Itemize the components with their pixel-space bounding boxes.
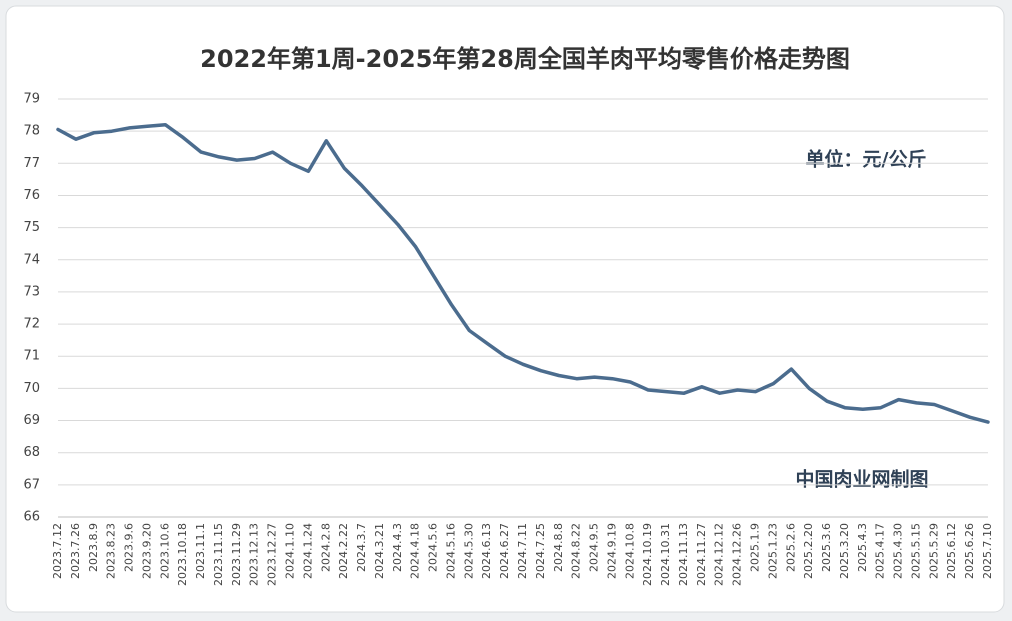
x-tick-label: 2024.3.21 [373,523,386,579]
x-tick-label: 2025.7.10 [981,523,994,579]
x-tick-label: 2023.12.13 [248,523,261,586]
x-tick-label: 2023.9.6 [123,523,136,572]
y-tick-label: 75 [23,220,40,235]
x-tick-label: 2024.5.16 [444,523,457,579]
x-tick-label: 2024.11.13 [677,523,690,586]
x-tick-label: 2025.4.17 [874,523,887,579]
x-tick-label: 2024.6.13 [480,523,493,579]
source-note: 中国肉业网制图 [795,468,928,491]
x-tick-label: 2025.5.15 [909,523,922,579]
x-tick-label: 2024.10.19 [641,523,654,586]
x-tick-label: 2025.4.30 [892,523,905,579]
y-tick-label: 67 [23,477,40,492]
x-tick-label: 2025.6.26 [963,523,976,579]
y-tick-label: 73 [23,284,40,299]
x-tick-label: 2024.2.22 [337,523,350,579]
x-tick-label: 2023.7.26 [69,523,82,579]
y-tick-label: 77 [23,156,40,171]
x-tick-label: 2024.3.7 [355,523,368,572]
x-tick-label: 2024.2.8 [319,523,332,572]
x-tick-label: 2024.8.8 [552,523,565,572]
chart-frame [5,5,1005,613]
x-tick-label: 2024.7.11 [516,523,529,579]
y-tick-label: 74 [23,252,40,267]
y-tick-label: 69 [23,413,40,428]
x-tick-label: 2024.1.24 [301,523,314,579]
x-tick-label: 2024.5.6 [427,523,440,572]
x-tick-label: 2023.11.1 [194,523,207,579]
x-tick-label: 2024.12.26 [731,523,744,586]
x-tick-label: 2023.7.12 [51,523,64,579]
y-tick-label: 68 [23,445,40,460]
x-tick-label: 2024.11.27 [695,523,708,586]
x-tick-label: 2025.3.6 [820,523,833,572]
x-tick-label: 2023.10.18 [176,523,189,586]
x-tick-label: 2024.9.19 [605,523,618,579]
x-tick-label: 2024.4.3 [391,523,404,572]
x-tick-label: 2024.8.22 [570,523,583,579]
x-tick-label: 2024.1.10 [284,523,297,579]
x-tick-label: 2025.1.9 [749,523,762,572]
x-tick-label: 2023.9.20 [140,523,153,579]
y-tick-label: 79 [23,92,40,107]
x-tick-label: 2024.9.5 [588,523,601,572]
unit-note: 单位：元/公斤 [806,148,927,171]
y-tick-label: 71 [23,349,40,364]
x-tick-label: 2025.1.23 [766,523,779,579]
chart-title: 2022年第1周-2025年第28周全国羊肉平均零售价格走势图 [200,45,850,73]
x-tick-label: 2024.12.12 [713,523,726,586]
x-tick-label: 2023.11.29 [230,523,243,586]
x-tick-label: 2023.10.6 [158,523,171,579]
x-tick-label: 2025.3.20 [838,523,851,579]
x-tick-label: 2024.10.8 [623,523,636,579]
x-tick-label: 2024.10.31 [659,523,672,586]
y-tick-label: 72 [23,317,40,332]
x-tick-label: 2024.6.27 [498,523,511,579]
y-tick-label: 78 [23,124,40,139]
x-tick-label: 2024.7.25 [534,523,547,579]
price-line [56,122,990,424]
x-tick-label: 2024.4.18 [409,523,422,579]
x-tick-label: 2023.12.27 [266,523,279,586]
x-tick-label: 2025.5.29 [927,523,940,579]
x-tick-label: 2024.5.30 [462,523,475,579]
y-tick-label: 76 [23,188,40,203]
x-tick-label: 2023.8.23 [105,523,118,579]
x-tick-label: 2025.4.3 [856,523,869,572]
x-tick-label: 2023.8.9 [87,523,100,572]
x-tick-label: 2025.2.20 [802,523,815,579]
y-tick-label: 70 [23,381,40,396]
y-tick-label: 66 [23,510,40,525]
x-tick-label: 2023.11.15 [212,523,225,586]
x-tick-label: 2025.2.6 [784,523,797,572]
x-tick-label: 2025.6.12 [945,523,958,579]
